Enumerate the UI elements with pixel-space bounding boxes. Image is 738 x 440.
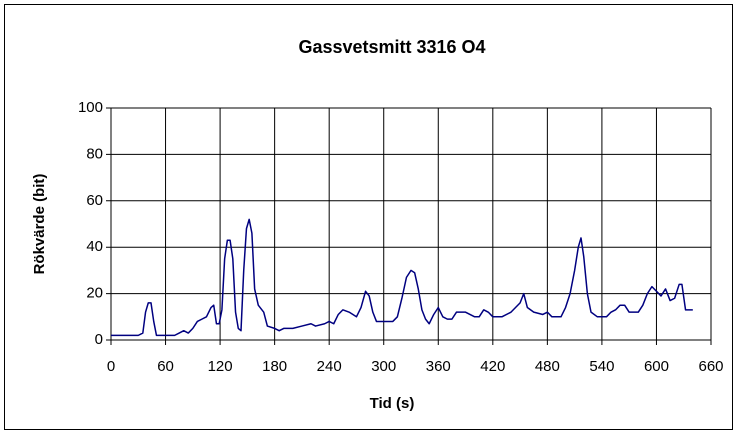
- y-axis-title: Rökvärde (bit): [31, 174, 48, 275]
- x-tick-label: 300: [371, 358, 396, 375]
- y-tick-label: 0: [95, 331, 103, 348]
- y-tick-label: 40: [86, 238, 103, 255]
- chart-border: [4, 4, 733, 430]
- x-tick-label: 600: [644, 358, 669, 375]
- x-tick-label: 120: [208, 358, 233, 375]
- x-tick-label: 480: [535, 358, 560, 375]
- data-line: [111, 218, 693, 337]
- chart-title: Gassvetsmitt 3316 O4: [298, 37, 485, 57]
- y-tick-label: 60: [86, 192, 103, 209]
- x-axis-title: Tid (s): [370, 395, 415, 412]
- x-tick-label: 0: [107, 358, 115, 375]
- x-tick-label: 540: [589, 358, 614, 375]
- x-tick-label: 240: [317, 358, 342, 375]
- x-tick-label: 60: [157, 358, 174, 375]
- y-tick-label: 80: [86, 145, 103, 162]
- x-tick-label: 420: [480, 358, 505, 375]
- x-tick-label: 360: [426, 358, 451, 375]
- y-tick-label: 20: [86, 285, 103, 302]
- x-tick-label: 660: [698, 358, 723, 375]
- y-tick-label: 100: [78, 99, 103, 116]
- x-tick-label: 180: [262, 358, 287, 375]
